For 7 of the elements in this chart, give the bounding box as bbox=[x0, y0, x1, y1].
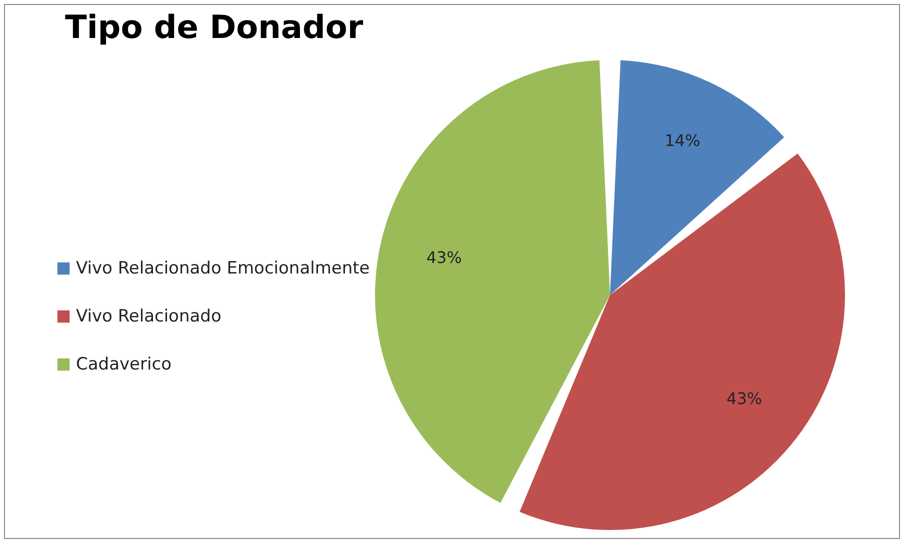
legend-label: Vivo Relacionado Emocionalmente bbox=[76, 258, 370, 278]
data-label: 43% bbox=[426, 248, 462, 267]
data-label: 43% bbox=[726, 389, 762, 408]
data-label: 14% bbox=[664, 131, 700, 150]
chart-title: Tipo de Donador bbox=[65, 8, 364, 46]
legend-label: Cadaverico bbox=[76, 354, 172, 374]
legend-label: Vivo Relacionado bbox=[76, 306, 222, 326]
